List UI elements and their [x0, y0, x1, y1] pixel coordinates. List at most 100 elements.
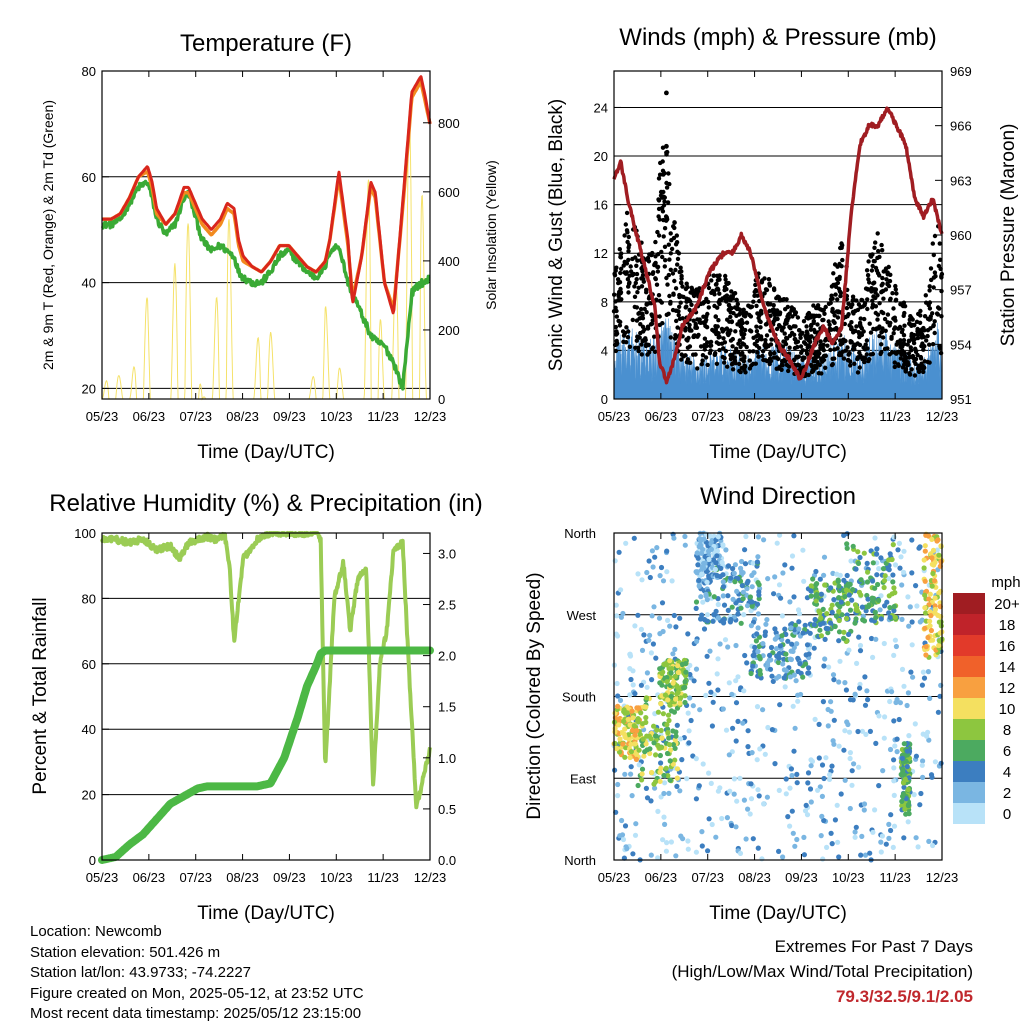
direction-point	[913, 835, 919, 841]
gust-point	[772, 350, 777, 356]
direction-point	[929, 583, 935, 589]
gust-point	[685, 338, 690, 343]
direction-point	[662, 821, 668, 828]
gust-point	[704, 325, 710, 330]
direction-point	[834, 802, 840, 808]
direction-point	[831, 717, 837, 723]
gust-point	[858, 316, 863, 321]
temperature-ylabel-left: 2m & 9m T (Red, Orange) & 2m Td (Green)	[40, 100, 56, 370]
gust-point	[633, 255, 638, 260]
gust-point	[738, 344, 743, 350]
direction-point	[725, 607, 731, 614]
direction-point	[825, 626, 831, 632]
direction-point	[633, 821, 639, 827]
gust-point	[888, 296, 893, 301]
gust-point	[674, 240, 680, 245]
direction-point	[900, 766, 906, 772]
direction-point	[819, 793, 826, 800]
gust-point	[730, 344, 735, 349]
direction-point	[846, 647, 852, 653]
gust-point	[894, 291, 899, 296]
direction-point	[749, 584, 755, 590]
direction-point	[878, 839, 884, 845]
direction-point	[740, 596, 746, 602]
gust-point	[838, 290, 844, 296]
direction-point	[881, 584, 887, 591]
gust-point	[818, 307, 824, 312]
direction-point	[699, 571, 705, 577]
direction-point	[703, 593, 709, 599]
direction-point	[813, 582, 819, 588]
direction-point	[808, 799, 814, 805]
gust-point	[691, 293, 697, 299]
gust-point	[873, 240, 878, 245]
direction-point	[809, 758, 816, 765]
gust-point	[853, 328, 858, 334]
direction-point	[677, 615, 683, 621]
gust-point	[787, 324, 792, 330]
direction-point	[741, 688, 747, 694]
direction-point	[812, 716, 818, 723]
direction-point	[829, 602, 835, 608]
gust-point	[785, 336, 790, 341]
direction-point	[706, 680, 712, 686]
direction-point	[698, 538, 704, 544]
direction-point	[644, 670, 651, 676]
gust-point	[892, 364, 897, 370]
gust-point	[862, 316, 867, 322]
direction-point	[878, 555, 884, 561]
direction-point	[632, 750, 639, 756]
gust-point	[830, 306, 835, 312]
extremes-line2: (High/Low/Max Wind/Total Precipitation)	[671, 962, 973, 981]
gust-point	[866, 259, 871, 264]
direction-point	[717, 641, 723, 647]
gust-point	[667, 293, 672, 299]
gust-point	[881, 335, 886, 340]
temperature-title: Temperature (F)	[180, 30, 352, 57]
gust-point	[811, 313, 817, 318]
gust-point	[713, 324, 718, 329]
gust-point	[932, 319, 937, 324]
direction-point	[660, 578, 667, 584]
direction-point	[789, 808, 795, 814]
gust-point	[889, 334, 894, 340]
direction-point	[820, 856, 826, 862]
direction-points	[611, 530, 945, 863]
direction-point	[825, 706, 831, 713]
direction-point	[891, 534, 897, 540]
gust-point	[767, 283, 773, 288]
direction-point	[865, 569, 871, 575]
direction-point	[660, 711, 667, 717]
gust-point	[614, 342, 619, 347]
gust-point	[743, 327, 748, 333]
direction-point	[803, 652, 809, 658]
gust-point	[918, 354, 923, 360]
direction-point	[855, 560, 862, 567]
direction-point	[832, 817, 839, 823]
direction-point	[822, 656, 828, 662]
direction-point	[754, 704, 761, 710]
direction-point	[932, 606, 939, 613]
direction-point	[653, 655, 659, 661]
direction-point	[826, 776, 833, 783]
direction-point	[842, 777, 848, 783]
direction-point	[821, 817, 827, 824]
gust-point	[797, 328, 802, 333]
gust-point	[805, 333, 811, 339]
gust-point	[828, 347, 833, 353]
gust-point	[838, 245, 843, 251]
gust-point	[818, 343, 823, 348]
direction-point	[769, 727, 776, 733]
direction-point	[932, 578, 938, 584]
direction-point	[701, 560, 707, 567]
gust-point	[724, 280, 729, 286]
direction-point	[905, 786, 911, 793]
direction-point	[870, 829, 876, 835]
gust-point	[931, 323, 936, 328]
gust-point	[820, 359, 825, 364]
colorbar-label: 10	[999, 701, 1016, 718]
gust-point	[715, 305, 720, 310]
gust-point	[728, 294, 734, 299]
direction-point	[643, 741, 649, 747]
direction-point	[932, 559, 938, 566]
